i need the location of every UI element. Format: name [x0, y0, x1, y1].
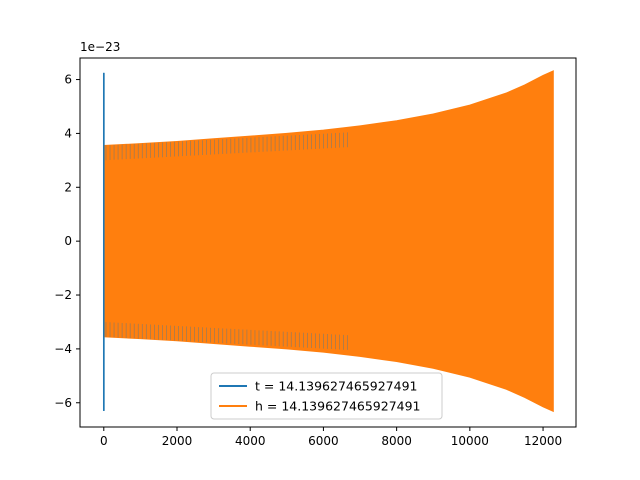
legend-box — [210, 372, 443, 420]
y-tick-label: 4 — [64, 126, 72, 140]
y-tick-label: 0 — [64, 234, 72, 248]
y-tick-label: 6 — [64, 73, 72, 87]
y-axis: −6 −4 −2 0 2 4 6 — [54, 73, 80, 410]
plot-area — [102, 70, 554, 413]
x-tick-label: 2000 — [162, 434, 193, 448]
series-t-hairlines — [105, 132, 348, 350]
x-tick-label: 10000 — [451, 434, 489, 448]
x-tick-label: 8000 — [381, 434, 412, 448]
x-tick-label: 4000 — [235, 434, 266, 448]
y-tick-label: −6 — [54, 396, 72, 410]
x-axis: 0 2000 4000 6000 8000 10000 12000 — [100, 427, 562, 448]
series-h-envelope — [103, 70, 554, 413]
x-tick-label: 12000 — [524, 434, 562, 448]
y-tick-label: 2 — [64, 180, 72, 194]
legend-label: h = 14.139627465927491 — [255, 399, 421, 414]
x-tick-label: 6000 — [308, 434, 339, 448]
legend-label: t = 14.139627465927491 — [255, 379, 418, 394]
y-tick-label: −2 — [54, 288, 72, 302]
axes-frame — [79, 57, 577, 428]
x-tick-label: 0 — [100, 434, 108, 448]
y-offset-label: 1e−23 — [80, 40, 120, 54]
y-tick-label: −4 — [54, 342, 72, 356]
legend: t = 14.139627465927491 h = 14.13962746592… — [210, 372, 443, 420]
